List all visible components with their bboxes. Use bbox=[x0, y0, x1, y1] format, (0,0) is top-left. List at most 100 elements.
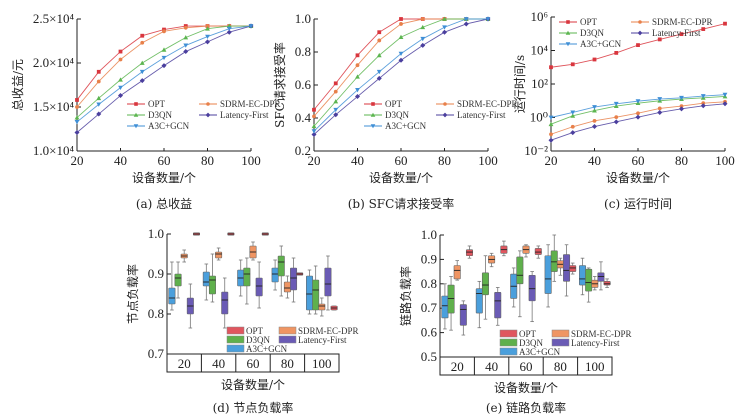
data-point-a3c-gcn bbox=[248, 24, 254, 29]
legend-item-latency-first: Latency-First bbox=[199, 110, 269, 120]
box bbox=[441, 295, 449, 319]
box bbox=[174, 273, 182, 287]
box bbox=[516, 256, 524, 285]
legend-item-d3qn: D3QN bbox=[499, 338, 543, 348]
series-latency-first bbox=[548, 101, 728, 143]
data-point-a3c-gcn bbox=[398, 51, 404, 57]
legend-label: SDRM-EC-DPR bbox=[652, 17, 713, 27]
legend-label: Latency-First bbox=[298, 335, 347, 345]
box bbox=[494, 292, 502, 319]
box-latency-first-20 bbox=[459, 300, 467, 336]
y-axis-label: 链路负载率 bbox=[398, 266, 413, 326]
x-axis-label: 设备数量/个 bbox=[132, 170, 196, 185]
legend-item-d3qn: D3QN bbox=[226, 335, 270, 345]
data-point-d3qn bbox=[74, 115, 80, 120]
legend-item-latency-first: Latency-First bbox=[551, 338, 620, 348]
legend-marker bbox=[443, 102, 447, 106]
box-opt-80 bbox=[296, 272, 304, 276]
box bbox=[453, 265, 461, 280]
series-latency-first bbox=[459, 244, 605, 336]
data-point-opt bbox=[679, 32, 684, 37]
data-point-a3c-gcn bbox=[355, 88, 360, 93]
legend-item-sdrm-ec-dpr: SDRM-EC-DPR bbox=[631, 17, 713, 27]
data-point-a3c-gcn bbox=[657, 97, 663, 102]
data-point-a3c-gcn bbox=[722, 92, 728, 98]
legend-label: A3C+GCN bbox=[519, 347, 561, 357]
legend-label: OPT bbox=[246, 326, 264, 336]
y-tick-label: 10⁰ bbox=[530, 110, 548, 125]
legend-label: D3QN bbox=[148, 110, 172, 120]
data-point-latency-first bbox=[657, 109, 663, 115]
data-point-opt bbox=[355, 53, 360, 58]
data-point-sdrm-ec-dpr bbox=[183, 25, 188, 30]
box-d3qn-20 bbox=[174, 261, 182, 299]
legend-marker bbox=[370, 124, 376, 129]
chart-caption: (b) SFC请求接受率 bbox=[348, 196, 455, 211]
legend-item-sdrm-ec-dpr: SDRM-EC-DPR bbox=[278, 326, 359, 336]
y-tick-label: 0.4 bbox=[295, 110, 312, 125]
y-axis-label: SFC请求接受率 bbox=[272, 42, 287, 128]
box-opt-60 bbox=[534, 245, 542, 259]
data-point-d3qn bbox=[355, 74, 360, 79]
legend-label: A3C+GCN bbox=[580, 39, 622, 49]
data-point-opt bbox=[118, 49, 123, 54]
category-label: 20 bbox=[178, 356, 191, 371]
category-table bbox=[166, 353, 340, 373]
category-label: 40 bbox=[212, 356, 225, 371]
legend-marker bbox=[206, 102, 210, 106]
legend-label: A3C+GCN bbox=[148, 121, 190, 131]
data-point-latency-first bbox=[548, 137, 554, 143]
category-label: 100 bbox=[585, 359, 605, 374]
data-point-a3c-gcn bbox=[226, 26, 232, 32]
data-point-latency-first bbox=[96, 111, 102, 117]
data-point-d3qn bbox=[548, 121, 554, 127]
series-opt bbox=[465, 240, 611, 288]
box bbox=[215, 251, 223, 259]
data-point-opt bbox=[333, 81, 338, 86]
legend-item-a3c-gcn: A3C+GCN bbox=[499, 347, 561, 357]
data-point-d3qn bbox=[333, 99, 339, 104]
y-axis-label: 运行时间/s bbox=[513, 55, 527, 113]
data-point-a3c-gcn bbox=[376, 69, 382, 75]
category-table bbox=[439, 356, 613, 376]
box bbox=[550, 250, 558, 272]
category-label: 20 bbox=[451, 359, 464, 374]
legend-marker bbox=[370, 112, 376, 117]
box-sdrm-ec-dpr-100 bbox=[318, 297, 326, 317]
legend-swatch bbox=[551, 329, 570, 338]
box bbox=[563, 254, 571, 282]
series-latency-first bbox=[186, 255, 332, 329]
legend-swatch bbox=[499, 347, 518, 356]
box bbox=[168, 287, 176, 305]
data-point-latency-first bbox=[161, 63, 167, 69]
legend-item-d3qn: D3QN bbox=[559, 28, 604, 38]
data-point-latency-first bbox=[700, 103, 706, 109]
box-sdrm-ec-dpr-80 bbox=[283, 275, 291, 299]
box-sdrm-ec-dpr-80 bbox=[556, 257, 564, 276]
legend-item-a3c-gcn: A3C+GCN bbox=[127, 121, 190, 131]
y-tick-label: 1.0 bbox=[295, 11, 311, 26]
box bbox=[306, 275, 314, 311]
data-point-a3c-gcn bbox=[592, 105, 597, 110]
legend-label: SDRM-EC-DPR bbox=[220, 99, 281, 109]
box-latency-first-100 bbox=[597, 261, 605, 291]
data-point-d3qn bbox=[442, 16, 447, 21]
series-a3c-gcn bbox=[74, 24, 254, 125]
data-point-latency-first bbox=[205, 39, 210, 45]
data-point-latency-first bbox=[635, 114, 641, 120]
box bbox=[544, 255, 552, 294]
box bbox=[475, 288, 483, 314]
data-point-d3qn bbox=[570, 113, 576, 118]
box-d3qn-60 bbox=[516, 250, 524, 318]
data-point-a3c-gcn bbox=[139, 69, 145, 75]
data-point-latency-first bbox=[333, 112, 339, 118]
legend-marker bbox=[371, 102, 375, 106]
box-a3c-gcn-60 bbox=[237, 259, 245, 297]
box-a3c-gcn-100 bbox=[579, 257, 587, 296]
box-a3c-gcn-40 bbox=[475, 280, 483, 329]
data-point-d3qn bbox=[183, 35, 189, 40]
box bbox=[569, 265, 577, 272]
box bbox=[271, 267, 279, 283]
chart-a: 1.0×10⁴ 1.5×10⁴ 2.0×10⁴ 2.5×10⁴ 总收益/元 20 40 60 8… bbox=[11, 11, 281, 211]
legend-label: Latency-First bbox=[571, 338, 620, 348]
